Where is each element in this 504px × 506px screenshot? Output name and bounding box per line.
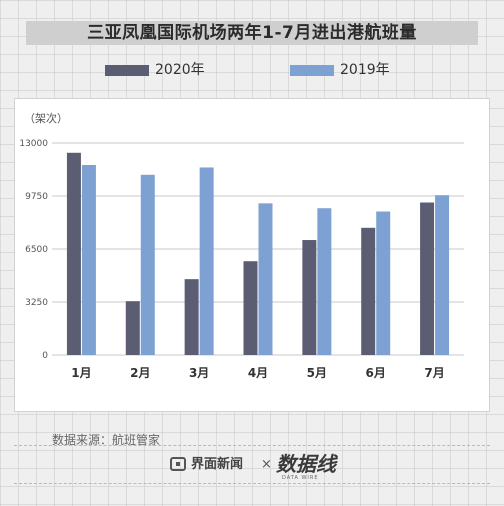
bar-2020-2 [125,301,140,355]
data-source-note: 数据来源：航班管家 [52,433,161,447]
legend-swatch-2020 [105,65,149,76]
bars [66,152,450,355]
title-bar: 三亚凤凰国际机场两年1-7月进出港航班量 [26,21,478,45]
legend-swatch-2019 [290,65,334,76]
brand-name: 界面新闻 [191,457,244,472]
y-axis-ticks: 0 3250 6500 9750 13000 [19,139,48,361]
bar-2020-3 [184,279,199,355]
data-wire-logo: 数据线 [276,452,336,476]
bar-2019-7 [435,195,450,355]
x-tick-label-2: 2月 [130,366,150,380]
x-tick-label-4: 4月 [248,366,268,380]
data-wire-logo-subtitle: DATA WIRE [282,475,319,481]
footer-divider-top [14,445,490,446]
y-tick-label-2: 6500 [25,245,48,255]
chart-legend: 2020年 2019年 [0,61,504,79]
legend-label-2019: 2019年 [340,62,390,78]
x-tick-label-1: 1月 [71,366,91,380]
x-tick-label-5: 5月 [307,366,327,380]
bar-2019-2 [140,174,155,355]
bar-2020-1 [66,152,81,355]
chart-title: 三亚凤凰国际机场两年1-7月进出港航班量 [87,23,417,43]
bar-2020-7 [420,202,435,355]
y-tick-label-4: 13000 [19,139,48,149]
bar-2020-6 [361,227,376,355]
y-axis-unit-label: （架次） [24,111,68,125]
bar-2019-6 [376,211,391,355]
brand-icon [170,457,186,471]
bar-2019-4 [258,203,273,355]
x-axis-ticks: 1月 2月 3月 4月 5月 6月 7月 [71,366,445,380]
footer-branding: 界面新闻 × 数据线 DATA WIRE [170,452,370,481]
bar-2019-5 [317,208,332,355]
x-tick-label-6: 6月 [366,366,386,380]
x-tick-label-3: 3月 [189,366,209,380]
y-tick-label-1: 3250 [25,298,48,308]
bar-chart: （架次） 0 3250 6500 9750 13000 1月 2月 3月 4月 5月 6月 7月 [19,111,464,380]
brand-separator: × [261,457,272,472]
footer-divider-bottom [14,483,490,484]
y-tick-label-3: 9750 [25,192,48,202]
legend-label-2020: 2020年 [155,62,205,78]
bar-2020-5 [302,240,317,355]
bar-2020-4 [243,261,258,355]
y-tick-label-0: 0 [42,351,48,361]
bar-2019-3 [199,167,214,355]
x-tick-label-7: 7月 [424,366,444,380]
bar-2019-1 [81,165,96,355]
gridlines [52,142,464,356]
